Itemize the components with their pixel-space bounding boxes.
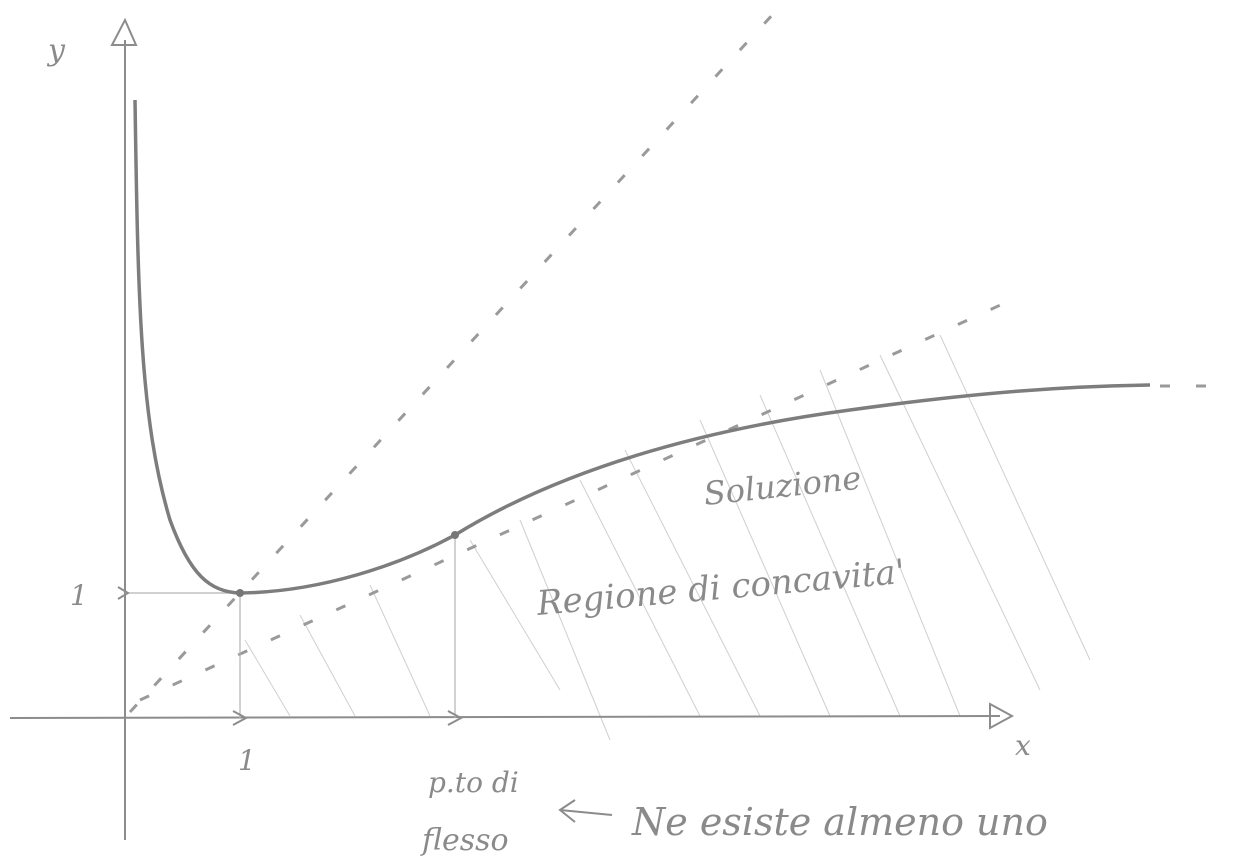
diagram: y x 1 1 Soluzione Regione di concavita' … <box>0 0 1239 868</box>
solution-label: Soluzione <box>702 459 863 513</box>
minimum-point <box>236 589 244 597</box>
dashed-line <box>140 296 1020 700</box>
inflection-label: p.to di <box>428 766 519 799</box>
x-tick-label: 1 <box>238 744 256 777</box>
region-label: Regione di concavita' <box>534 552 906 624</box>
inflection-point <box>451 531 459 539</box>
note-text: Ne esiste almeno uno <box>631 800 1048 844</box>
x-label: x <box>1015 729 1031 762</box>
solution-curve <box>135 100 1150 593</box>
note-arrow <box>560 800 612 822</box>
inflection-label: flesso <box>420 823 509 858</box>
y-label: y <box>46 33 66 68</box>
y-tick-label: 1 <box>70 579 88 612</box>
x-axis <box>10 716 1000 718</box>
tick-arrow <box>118 587 128 599</box>
